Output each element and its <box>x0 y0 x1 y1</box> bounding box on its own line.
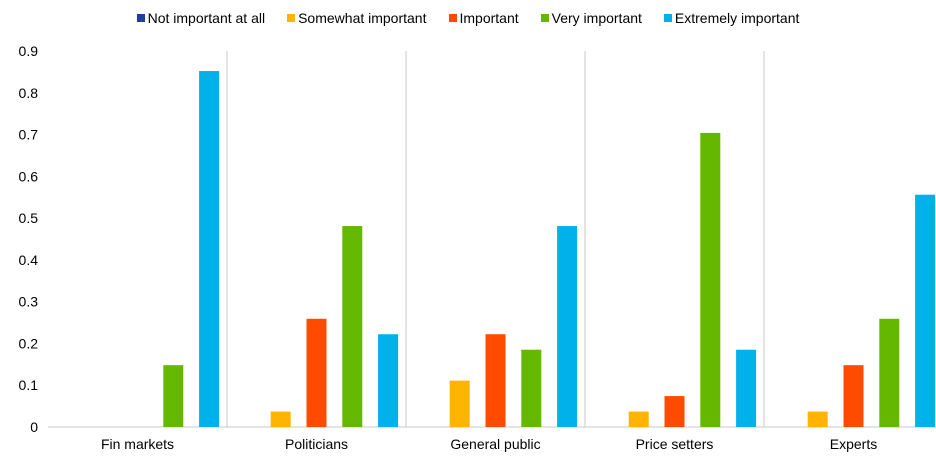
legend-label: Very important <box>551 10 642 26</box>
y-tick-label: 0.3 <box>19 294 39 310</box>
y-tick-label: 0.5 <box>19 210 39 226</box>
bar <box>915 194 936 427</box>
x-tick-label: General public <box>450 436 540 452</box>
bar <box>270 411 291 427</box>
bar <box>163 365 184 427</box>
x-tick-label: Price setters <box>636 436 714 452</box>
legend-item-important: Important <box>448 10 519 26</box>
bar <box>664 396 685 427</box>
legend-item-somewhat-important: Somewhat important <box>287 10 427 26</box>
bar <box>557 226 578 427</box>
bar <box>879 318 900 427</box>
bar <box>807 411 828 427</box>
legend-label: Not important at all <box>147 10 266 26</box>
legend-swatch <box>136 14 145 22</box>
bar <box>449 380 470 427</box>
y-tick-label: 0 <box>30 419 38 435</box>
legend-swatch <box>540 14 549 22</box>
y-tick-label: 0.8 <box>19 85 39 101</box>
bar <box>199 71 220 427</box>
legend-label: Important <box>459 10 519 26</box>
y-tick-label: 0.1 <box>19 377 39 393</box>
bar <box>485 334 506 427</box>
y-tick-label: 0.4 <box>19 252 39 268</box>
bar <box>342 226 363 427</box>
x-tick-label: Politicians <box>285 436 348 452</box>
legend-item-extremely-important: Extremely important <box>663 10 800 26</box>
legend-swatch <box>448 14 457 22</box>
x-tick-label: Experts <box>830 436 877 452</box>
bar <box>378 334 399 427</box>
y-tick-label: 0.9 <box>19 43 39 59</box>
bar <box>843 365 864 427</box>
x-tick-label: Fin markets <box>101 436 174 452</box>
bar <box>521 349 542 427</box>
legend-swatch <box>663 14 672 22</box>
bar <box>736 349 757 427</box>
legend-swatch <box>287 14 296 22</box>
legend-label: Somewhat important <box>298 10 427 26</box>
y-tick-label: 0.6 <box>19 168 39 184</box>
y-tick-label: 0.7 <box>19 127 39 143</box>
legend-item-not-important: Not important at all <box>136 10 266 26</box>
bar <box>628 411 649 427</box>
legend: Not important at all Somewhat important … <box>0 10 936 26</box>
legend-item-very-important: Very important <box>540 10 642 26</box>
bar <box>306 318 327 427</box>
legend-label: Extremely important <box>674 10 800 26</box>
y-tick-label: 0.2 <box>19 335 39 351</box>
bar <box>700 132 721 427</box>
